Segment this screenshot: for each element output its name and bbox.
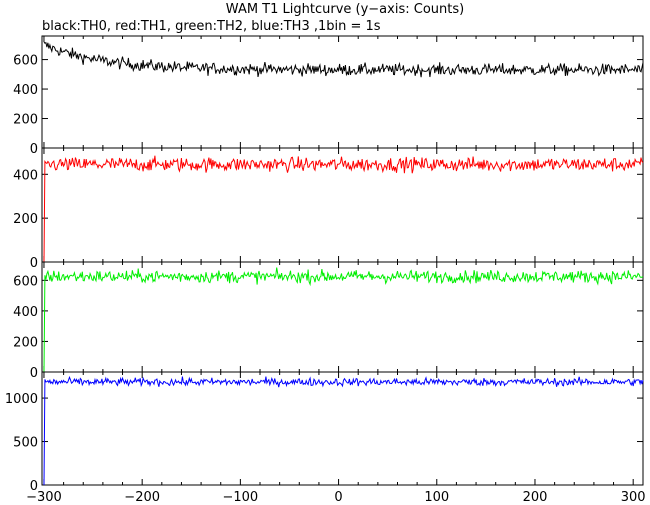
x-tick-label: 100 <box>424 490 449 505</box>
y-tick-label: 400 <box>13 305 38 320</box>
y-tick-label: 200 <box>13 335 38 350</box>
y-tick-label: 0 <box>30 366 38 381</box>
series-line-th3 <box>43 375 644 486</box>
chart-subtitle: black:TH0, red:TH1, green:TH2, blue:TH3 … <box>42 19 381 34</box>
x-tick-label: 200 <box>523 490 548 505</box>
chart-title: WAM T1 Lightcurve (y−axis: Counts) <box>226 2 464 17</box>
x-tick-label: −200 <box>124 490 160 505</box>
y-tick-label: 500 <box>13 436 38 451</box>
series-line-th0 <box>43 41 644 78</box>
x-tick-label: −300 <box>26 490 62 505</box>
y-tick-label: 600 <box>13 274 38 289</box>
y-tick-label: 400 <box>13 168 38 183</box>
x-tick-label: 300 <box>621 490 646 505</box>
series-line-th1 <box>43 155 644 263</box>
y-tick-label: 200 <box>13 212 38 227</box>
y-tick-label: 0 <box>30 479 38 494</box>
y-tick-label: 1000 <box>5 392 38 407</box>
y-tick-label: 600 <box>13 54 38 69</box>
y-tick-label: 0 <box>30 256 38 271</box>
panel-1-frame <box>41 35 644 149</box>
y-tick-label: 0 <box>30 142 38 157</box>
x-tick-label: 0 <box>334 490 342 505</box>
y-tick-label: 400 <box>13 83 38 98</box>
series-line-th2 <box>43 267 644 373</box>
y-tick-label: 200 <box>13 113 38 128</box>
panels-group: 02004006000200400020040060005001000−300−… <box>5 35 646 505</box>
x-tick-label: −100 <box>223 490 259 505</box>
panel-4-frame <box>41 371 644 486</box>
